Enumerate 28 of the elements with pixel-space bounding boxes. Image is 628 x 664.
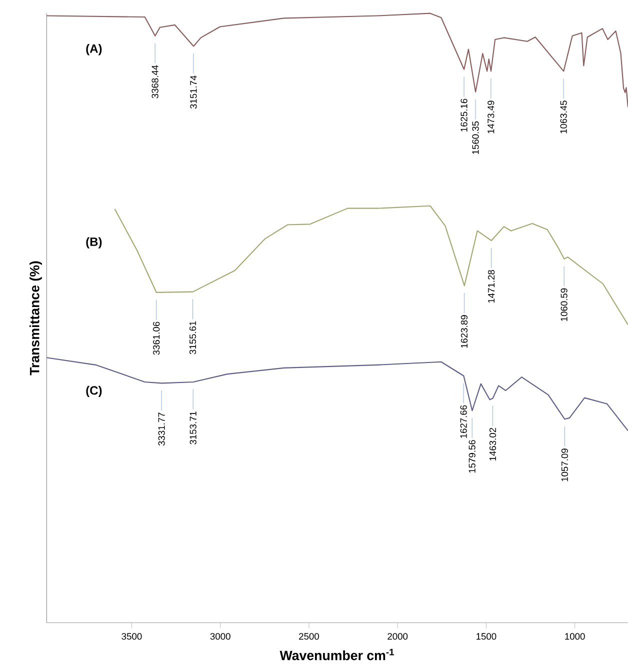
annotation: 1463.02 bbox=[489, 428, 496, 460]
annotation: 1057.09 bbox=[561, 448, 568, 482]
x-tick-label: 2500 bbox=[299, 633, 319, 640]
annotation: 1063.45 bbox=[560, 100, 567, 134]
x-axis-title: Wavenumber cm$^{-1}$ bbox=[280, 648, 394, 660]
annotation: 3331.77 bbox=[158, 412, 165, 446]
x-tick-label: 3000 bbox=[210, 633, 230, 640]
annotation: 3153.71 bbox=[190, 411, 196, 444]
annotation: 1623.89 bbox=[460, 315, 468, 348]
series-label: (C) bbox=[86, 386, 102, 398]
annotation: 3155.61 bbox=[189, 321, 196, 354]
x-tick-label: 1000 bbox=[565, 633, 585, 640]
annotation: 3151.74 bbox=[190, 76, 197, 109]
y-axis-title: Transmittance (%) bbox=[30, 261, 42, 376]
annotation: 1471.28 bbox=[488, 270, 495, 303]
text: (A) bbox=[86, 44, 102, 56]
text: (B) bbox=[86, 237, 102, 248]
annotation: 1625.16 bbox=[460, 98, 468, 132]
x-tick-label: 2000 bbox=[388, 633, 408, 640]
annotation: 1560.35 bbox=[472, 121, 479, 154]
x-tick-label: 1500 bbox=[476, 633, 496, 640]
annotation: 1627.66 bbox=[460, 405, 467, 438]
annotation: 3368.44 bbox=[152, 65, 158, 98]
x-tick-label: 3500 bbox=[122, 633, 142, 640]
annotation: 3361.06 bbox=[153, 322, 160, 355]
annotation: 1473.49 bbox=[488, 100, 494, 134]
annotation: 1579.56 bbox=[468, 440, 476, 473]
annotation: 1060.59 bbox=[560, 288, 568, 321]
